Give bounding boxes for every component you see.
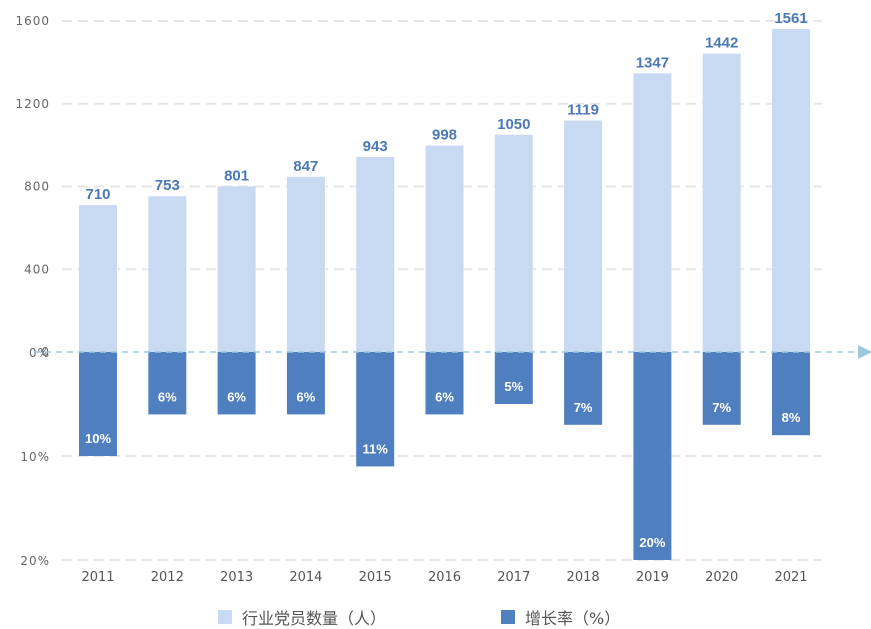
data-label-growth: 6% <box>227 389 246 404</box>
bar-members <box>633 73 672 352</box>
bar-growth <box>217 352 256 415</box>
x-tick-label: 2012 <box>151 570 184 585</box>
x-tick-label: 2020 <box>705 570 738 585</box>
x-tick-label: 2019 <box>636 570 669 585</box>
x-tick-label: 2013 <box>220 570 253 585</box>
data-label-members: 1347 <box>636 54 669 71</box>
bar-growth <box>702 352 741 425</box>
data-label-members: 943 <box>363 138 388 155</box>
bar-members <box>148 196 187 352</box>
bar-growth <box>425 352 464 415</box>
data-label-growth: 6% <box>435 389 454 404</box>
data-label-members: 847 <box>293 158 318 175</box>
bar-growth <box>356 352 395 467</box>
bar-growth <box>772 352 810 436</box>
axis-arrow-icon <box>858 345 871 359</box>
y-tick-upper: 1600 <box>15 14 50 28</box>
legend-swatch-growth <box>501 610 515 624</box>
bar-growth <box>494 352 533 404</box>
bar-members <box>494 134 533 352</box>
x-tick-label: 2018 <box>567 570 600 585</box>
bar-members <box>702 53 741 352</box>
data-label-growth: 6% <box>158 389 177 404</box>
bar-members <box>356 156 395 352</box>
legend-item-members: 行业党员数量（人） <box>218 606 386 628</box>
bar-members <box>425 145 464 352</box>
bar-members <box>564 120 603 353</box>
data-label-members: 753 <box>155 177 180 194</box>
x-tick-label: 2017 <box>497 570 530 585</box>
y-tick-upper: 1200 <box>15 97 50 111</box>
data-label-growth: 10% <box>85 431 111 446</box>
x-tick-label: 2011 <box>81 570 114 585</box>
bar-growth <box>286 352 325 415</box>
data-label-members: 1442 <box>705 35 738 52</box>
data-label-members: 1561 <box>774 10 807 27</box>
bar-members <box>286 176 325 352</box>
bar-members <box>79 205 117 352</box>
grid-lines <box>62 20 822 561</box>
data-label-growth: 8% <box>782 410 801 425</box>
data-label-members: 998 <box>432 127 457 144</box>
y-tick-upper: 800 <box>24 180 50 194</box>
legend-item-growth: 增长率（%） <box>501 606 620 628</box>
data-label-growth: 7% <box>574 400 593 415</box>
data-label-growth: 5% <box>504 379 523 394</box>
y-tick-upper: 400 <box>24 262 50 276</box>
data-label-growth: 11% <box>363 441 389 456</box>
bar-growth <box>79 352 117 456</box>
bars <box>79 29 810 560</box>
y-tick-lower: 0% <box>29 346 50 360</box>
bar-members <box>772 29 810 353</box>
y-tick-lower: 20% <box>20 554 50 568</box>
y-tick-lower: 10% <box>20 450 50 464</box>
data-label-members: 1050 <box>497 116 530 133</box>
bar-growth <box>564 352 603 425</box>
x-tick-label: 2016 <box>428 570 461 585</box>
bar-growth <box>148 352 187 415</box>
data-label-members: 710 <box>85 186 110 203</box>
labels: 0400800120016000%10%20%71010%20117536%20… <box>15 10 871 585</box>
data-label-members: 801 <box>224 167 249 184</box>
data-label-growth: 7% <box>712 400 731 415</box>
x-tick-label: 2014 <box>289 570 322 585</box>
x-tick-label: 2021 <box>774 570 807 585</box>
data-label-growth: 20% <box>639 535 665 550</box>
legend-label-growth: 增长率（%） <box>525 609 621 628</box>
x-tick-label: 2015 <box>359 570 392 585</box>
legend-label-members: 行业党员数量（人） <box>242 609 387 628</box>
data-label-growth: 6% <box>297 389 316 404</box>
legend-swatch-members <box>218 610 232 624</box>
bar-growth <box>633 352 672 560</box>
data-label-members: 1119 <box>567 102 599 119</box>
bar-members <box>217 186 256 352</box>
